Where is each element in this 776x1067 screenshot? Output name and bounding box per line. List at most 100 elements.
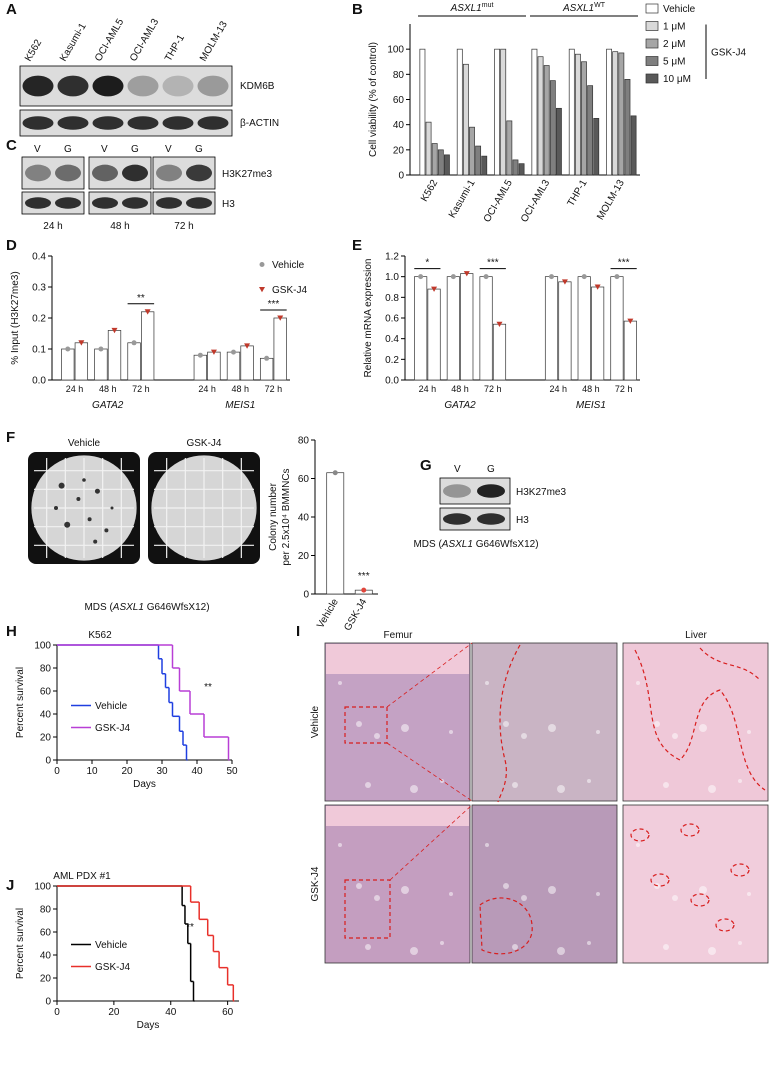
tissue-spot bbox=[654, 721, 660, 727]
x-tick-label: 48 h bbox=[99, 384, 117, 394]
column-label: Liver bbox=[685, 630, 707, 641]
panel-label: J bbox=[6, 877, 14, 894]
marker bbox=[131, 340, 137, 346]
y-tick-label: 20 bbox=[393, 145, 405, 156]
x-tick-label: 20 bbox=[108, 1007, 120, 1018]
tissue-spot bbox=[557, 947, 565, 955]
band bbox=[55, 164, 81, 182]
y-tick-label: 60 bbox=[393, 95, 405, 106]
y-tick-label: 20 bbox=[298, 551, 310, 562]
significance: *** bbox=[487, 258, 499, 269]
row-label: GSK-J4 bbox=[310, 866, 321, 901]
bar bbox=[414, 276, 428, 381]
tissue-spot bbox=[512, 782, 518, 788]
tissue-spot bbox=[521, 733, 527, 739]
tissue-spot bbox=[587, 779, 591, 783]
row-label: H3 bbox=[222, 199, 235, 210]
bar bbox=[606, 48, 612, 176]
blot bbox=[19, 109, 233, 137]
x-tick-label: THP-1 bbox=[566, 178, 590, 209]
x-tick-label: 48 h bbox=[451, 384, 469, 394]
panel-label: C bbox=[6, 137, 17, 154]
text-part: mut bbox=[482, 2, 494, 9]
tissue-spot bbox=[365, 782, 371, 788]
tissue-spot bbox=[503, 721, 509, 727]
tissue-spot bbox=[557, 785, 565, 793]
lane-label: Kasumi-1 bbox=[58, 21, 89, 63]
x-tick-label: 48 h bbox=[232, 384, 250, 394]
zoom-box bbox=[344, 706, 388, 744]
time-label: 48 h bbox=[110, 221, 129, 232]
panel-label: E bbox=[352, 237, 362, 254]
zoom-box bbox=[344, 879, 391, 939]
group-label: ASXL1mut bbox=[450, 2, 494, 14]
x-tick-label: 72 h bbox=[265, 384, 283, 394]
marker bbox=[244, 343, 251, 349]
band bbox=[57, 116, 89, 130]
panel-label: F bbox=[6, 429, 15, 446]
group-label: GATA2 bbox=[92, 400, 124, 411]
legend-label: 1 μM bbox=[663, 22, 685, 33]
text-part: WT bbox=[594, 2, 606, 9]
legend-swatch bbox=[645, 56, 659, 66]
text-part: ASXL1 bbox=[450, 3, 482, 14]
colony bbox=[64, 521, 71, 528]
marker bbox=[264, 355, 270, 361]
marker bbox=[561, 279, 568, 285]
y-axis-label: Percent survival bbox=[15, 908, 26, 979]
band bbox=[127, 75, 159, 97]
legend-group-label: GSK-J4 bbox=[711, 47, 746, 58]
bar bbox=[610, 276, 624, 381]
lane-label: G bbox=[64, 144, 72, 155]
marker bbox=[65, 346, 71, 352]
x-tick-label: MOLM-13 bbox=[595, 178, 627, 222]
histology-image bbox=[471, 642, 618, 802]
bar bbox=[618, 52, 625, 176]
band bbox=[477, 484, 505, 498]
bar bbox=[460, 273, 474, 381]
x-tick-label: 10 bbox=[86, 766, 98, 777]
significance: ** bbox=[137, 293, 145, 304]
text-part: MDS ( bbox=[84, 602, 113, 613]
band bbox=[92, 75, 124, 97]
bar bbox=[492, 323, 507, 381]
histology-image bbox=[622, 804, 769, 964]
bar bbox=[512, 159, 519, 176]
y-tick-label: 20 bbox=[40, 733, 52, 744]
bar bbox=[574, 53, 581, 176]
bar bbox=[543, 65, 550, 176]
time-label: 72 h bbox=[174, 221, 193, 232]
legend-marker bbox=[259, 262, 265, 267]
legend-swatch bbox=[645, 3, 659, 14]
y-axis-label: Colony number bbox=[268, 482, 279, 550]
colony bbox=[104, 528, 109, 533]
colony bbox=[94, 488, 100, 494]
band bbox=[92, 116, 124, 130]
bar bbox=[544, 276, 559, 381]
significance: * bbox=[425, 258, 429, 269]
tissue-spot bbox=[672, 733, 678, 739]
tissue-spot bbox=[548, 724, 556, 732]
bar bbox=[479, 276, 493, 381]
marker bbox=[98, 346, 104, 352]
bar bbox=[107, 330, 122, 381]
tissue-spot bbox=[521, 895, 527, 901]
band bbox=[156, 164, 182, 182]
marker bbox=[197, 352, 203, 358]
colony bbox=[110, 506, 114, 510]
legend-label: 10 μM bbox=[663, 74, 691, 85]
y-tick-label: 80 bbox=[393, 70, 405, 81]
legend-label: GSK-J4 bbox=[95, 962, 130, 973]
caption: MDS (ASXL1 G646WfsX12) bbox=[84, 602, 209, 613]
bar bbox=[431, 143, 438, 176]
y-axis-label: per 2.5x10⁴ BMMNCs bbox=[281, 468, 292, 565]
histology-image bbox=[471, 804, 618, 964]
bar bbox=[444, 154, 450, 176]
marker bbox=[431, 286, 438, 292]
chart-title: AML PDX #1 bbox=[53, 871, 111, 882]
significance: *** bbox=[358, 571, 370, 582]
significance: ** bbox=[204, 682, 212, 693]
significance: *** bbox=[618, 258, 630, 269]
tissue-spot bbox=[596, 730, 600, 734]
tissue-spot bbox=[485, 681, 489, 685]
